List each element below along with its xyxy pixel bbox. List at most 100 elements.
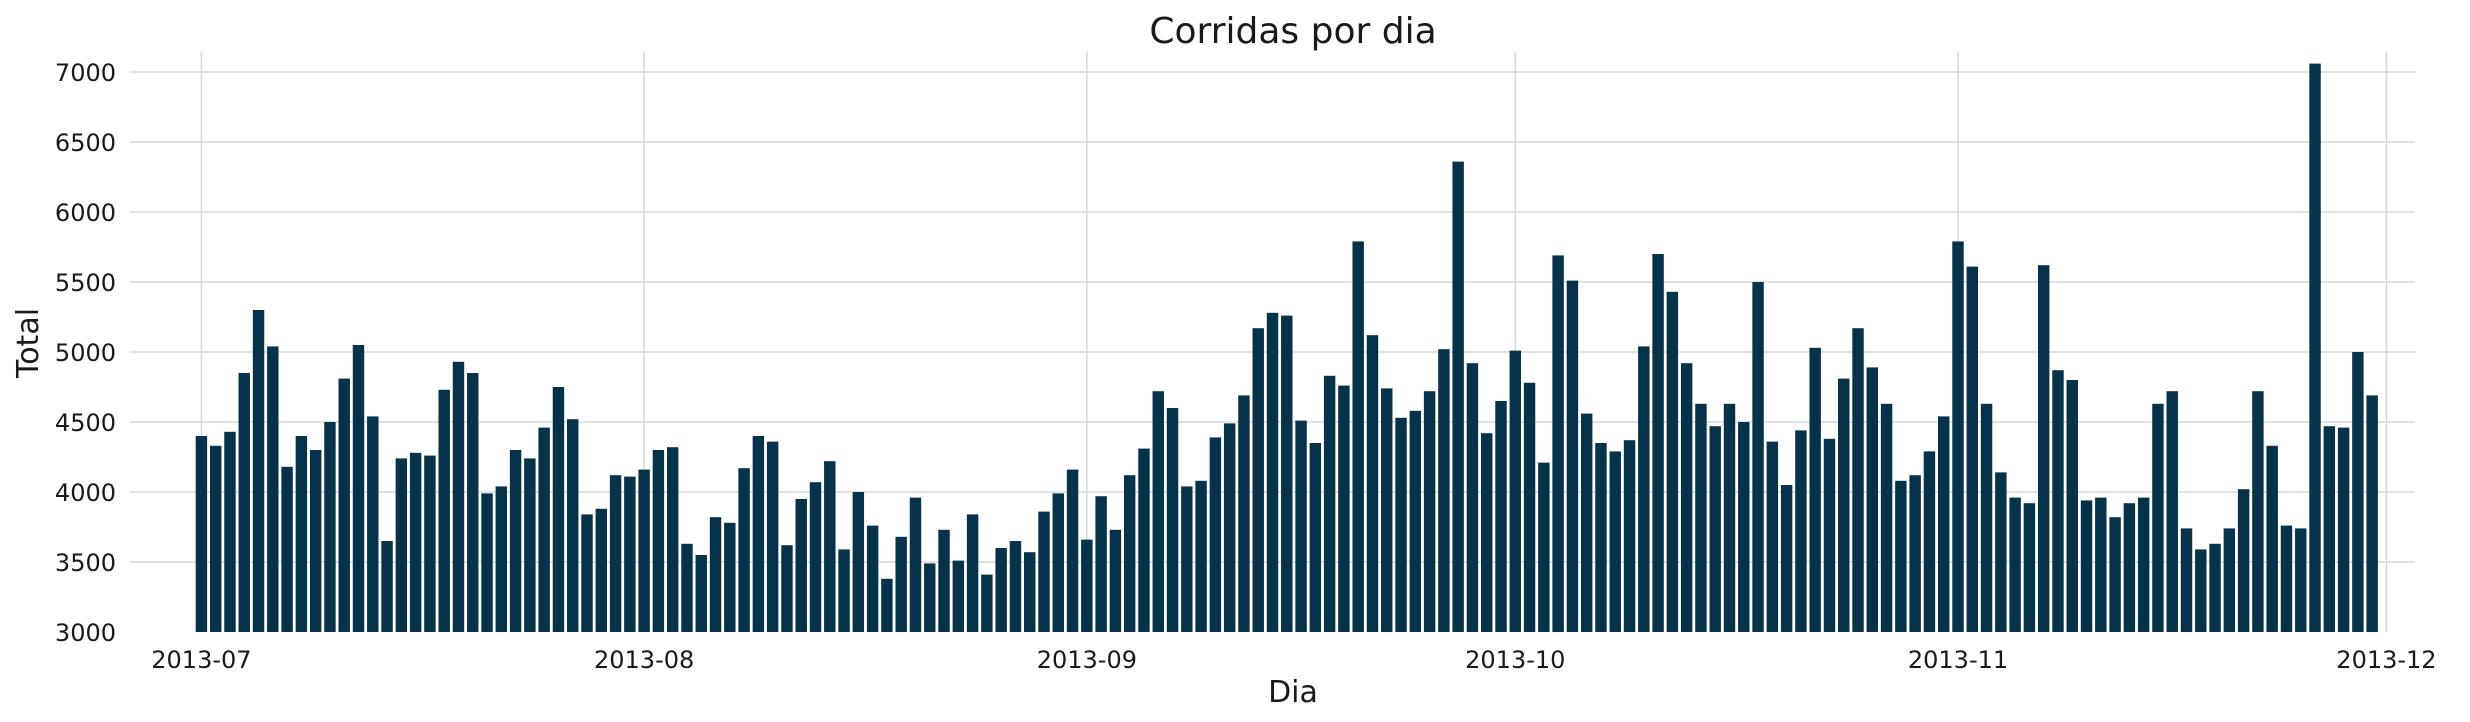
- bar: [924, 563, 936, 632]
- bar: [1752, 282, 1764, 632]
- bar: [309, 450, 322, 632]
- bar: [738, 468, 750, 632]
- bar: [2109, 517, 2121, 632]
- bar: [424, 455, 436, 632]
- bar: [581, 514, 593, 632]
- bar: [1466, 363, 1479, 632]
- bar: [766, 441, 779, 632]
- bar: [1195, 480, 1207, 632]
- bar: [481, 493, 493, 632]
- bar: [1738, 422, 1750, 632]
- bar: [638, 469, 650, 632]
- bar: [2195, 549, 2207, 632]
- bar: [1238, 395, 1250, 632]
- bar: [1252, 328, 1264, 632]
- bar: [1081, 539, 1093, 632]
- bar: [1095, 496, 1107, 632]
- bar: [1295, 420, 1307, 632]
- bar: [1666, 291, 1679, 632]
- x-tick-label: 2013-12: [2336, 646, 2436, 674]
- bar: [338, 378, 350, 632]
- bar: [2280, 525, 2293, 632]
- bar: [1952, 241, 1964, 632]
- bar: [1395, 417, 1407, 632]
- bar: [881, 578, 893, 632]
- bar: [1323, 375, 1336, 632]
- bar: [1481, 433, 1493, 632]
- bar: [1866, 367, 1879, 632]
- y-tick-label: 4000: [55, 479, 116, 507]
- bar: [752, 436, 765, 632]
- bar: [2052, 370, 2064, 632]
- bar: [381, 541, 393, 632]
- bar: [2209, 543, 2221, 632]
- bar: [1152, 391, 1164, 632]
- y-tick-label: 3000: [55, 619, 116, 647]
- bar: [295, 436, 308, 632]
- bar: [895, 536, 907, 632]
- bar: [1980, 403, 1993, 632]
- bar: [681, 543, 693, 632]
- x-tick-label: 2013-07: [151, 646, 251, 674]
- bar: [824, 461, 836, 632]
- x-tick-label: 2013-09: [1037, 646, 1137, 674]
- y-tick-label: 5500: [55, 269, 116, 297]
- x-axis-label: Dia: [1268, 675, 1318, 710]
- bar: [438, 389, 450, 632]
- bar: [395, 458, 408, 632]
- bar: [724, 522, 736, 632]
- bar: [1552, 255, 1564, 632]
- bar: [1495, 401, 1507, 632]
- bar: [1181, 486, 1193, 632]
- y-tick-label: 3500: [55, 549, 116, 577]
- bar: [2037, 265, 2050, 632]
- bar: [1809, 347, 1821, 632]
- bar: [2066, 380, 2078, 632]
- bar: [1652, 254, 1664, 632]
- x-tick-label: 2013-10: [1465, 646, 1565, 674]
- bar: [2252, 391, 2264, 632]
- bar: [1509, 350, 1521, 632]
- bar: [1609, 451, 1621, 632]
- bar: [409, 452, 422, 632]
- bar: [938, 529, 950, 632]
- bar: [1281, 315, 1293, 632]
- bar: [909, 497, 922, 632]
- bar: [467, 373, 479, 632]
- bar: [1566, 280, 1579, 632]
- bar: [1780, 485, 1793, 632]
- y-tick-label: 5000: [55, 339, 116, 367]
- bar: [1938, 416, 1950, 632]
- bar: [2009, 497, 2021, 632]
- bar: [1309, 443, 1322, 632]
- bar: [595, 508, 607, 632]
- bar: [1852, 328, 1864, 632]
- bar: [1381, 388, 1393, 632]
- bar: [1538, 462, 1550, 632]
- bar: [1209, 437, 1222, 632]
- bar: [1823, 438, 1836, 632]
- bar: [2266, 445, 2278, 632]
- bar: [1266, 312, 1279, 632]
- x-tick-labels: 2013-07 2013-08 2013-09 2013-10 2013-11 2013-…: [151, 646, 2436, 674]
- bar: [567, 419, 579, 632]
- bar: [1766, 441, 1779, 632]
- bar: [1123, 475, 1136, 632]
- bar: [1438, 349, 1450, 632]
- bar: [2323, 426, 2336, 632]
- bar: [238, 373, 250, 632]
- bar: [1623, 440, 1636, 632]
- y-tick-label: 6000: [55, 199, 116, 227]
- bar: [2352, 352, 2364, 632]
- bar: [2366, 395, 2378, 632]
- y-axis-label: Total: [11, 308, 46, 379]
- bar: [2023, 503, 2036, 632]
- bar: [695, 555, 707, 632]
- bar: [2166, 391, 2178, 632]
- bar: [2095, 497, 2107, 632]
- bar: [1366, 335, 1379, 632]
- bar: [1680, 363, 1693, 632]
- y-tick-labels: 3000 3500 4000 4500 5000 5500 6000 6500 7000: [55, 59, 116, 647]
- bar: [952, 560, 965, 632]
